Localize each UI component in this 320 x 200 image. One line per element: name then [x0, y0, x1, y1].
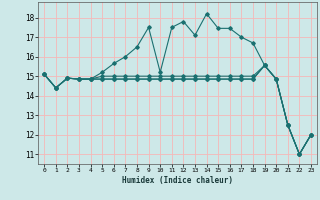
X-axis label: Humidex (Indice chaleur): Humidex (Indice chaleur)	[122, 176, 233, 185]
